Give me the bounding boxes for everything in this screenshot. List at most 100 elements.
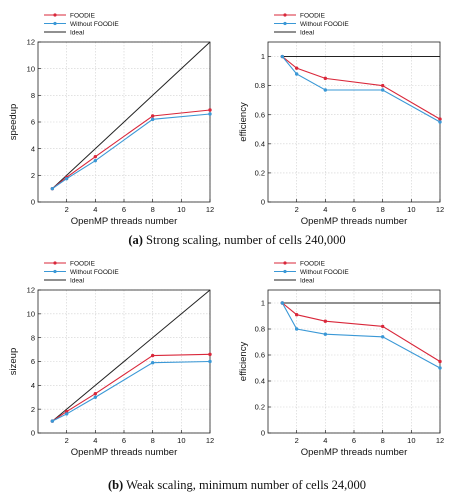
data-point-without-foodie xyxy=(93,158,98,163)
data-point-foodie xyxy=(380,83,385,88)
caption-a-label: (a) xyxy=(128,233,143,247)
x-tick-label: 6 xyxy=(122,205,126,214)
data-point-without-foodie xyxy=(64,176,69,181)
series-line-ideal xyxy=(52,289,211,422)
y-tick-label: 1 xyxy=(261,52,265,61)
x-tick-label: 6 xyxy=(122,436,126,445)
x-tick-label: 2 xyxy=(65,205,69,214)
series-line-ideal xyxy=(51,41,211,190)
y-axis-label: efficiency xyxy=(238,102,249,142)
data-point-without-foodie xyxy=(438,120,442,124)
y-tick-label: 8 xyxy=(31,91,35,100)
x-axis-label: OpenMP threads number xyxy=(301,447,408,458)
legend-label-foodie: FOODIE xyxy=(70,12,96,19)
y-tick-label: 0.2 xyxy=(255,169,265,178)
x-tick-label: 12 xyxy=(436,205,444,214)
x-tick-label: 10 xyxy=(177,205,185,214)
legend-marker-without-foodie xyxy=(53,21,57,26)
legend-marker-foodie xyxy=(283,13,287,17)
caption-a: (a) Strong scaling, number of cells 240,… xyxy=(0,233,474,248)
data-point-foodie xyxy=(438,359,442,364)
legend-label-without-foodie: Without FOODIE xyxy=(70,21,119,28)
x-tick-label: 12 xyxy=(206,205,214,214)
caption-a-text: Strong scaling, number of cells 240,000 xyxy=(142,233,346,247)
data-point-without-foodie xyxy=(64,412,69,416)
x-tick-label: 12 xyxy=(436,436,444,445)
y-tick-label: 6 xyxy=(31,357,35,366)
y-tick-label: 6 xyxy=(31,118,35,127)
legend-label-foodie: FOODIE xyxy=(300,12,326,19)
data-point-foodie xyxy=(438,117,442,121)
x-tick-label: 10 xyxy=(407,205,415,214)
y-tick-label: 2 xyxy=(31,171,35,180)
data-point-without-foodie xyxy=(380,88,385,92)
x-tick-label: 4 xyxy=(323,436,327,445)
x-tick-label: 4 xyxy=(93,436,97,445)
data-point-without-foodie xyxy=(294,72,299,76)
y-tick-label: 0 xyxy=(31,198,35,207)
data-point-without-foodie xyxy=(280,301,285,305)
y-tick-label: 0.8 xyxy=(255,325,265,334)
data-point-without-foodie xyxy=(323,332,328,336)
y-tick-label: 4 xyxy=(31,144,35,153)
data-point-without-foodie xyxy=(50,186,55,191)
y-tick-label: 1 xyxy=(261,299,265,308)
data-point-without-foodie xyxy=(438,366,442,370)
x-tick-label: 8 xyxy=(381,205,385,214)
data-point-foodie xyxy=(323,76,328,81)
legend-marker-foodie xyxy=(53,13,57,17)
data-point-foodie xyxy=(93,154,98,159)
y-tick-label: 0.6 xyxy=(255,110,265,119)
data-point-foodie xyxy=(294,313,299,317)
x-tick-label: 8 xyxy=(151,205,155,214)
legend-label-without-foodie: Without FOODIE xyxy=(70,269,119,276)
legend-label-ideal: Ideal xyxy=(300,29,315,36)
chart-b-left: 2 4 6 8 10 12 0 2 4 6 8 10 12 OpenMP threads number si… xyxy=(8,260,214,458)
data-point-foodie xyxy=(294,66,299,70)
y-tick-label: 0.4 xyxy=(255,139,265,148)
legend-label-ideal: Ideal xyxy=(70,29,85,36)
chart-b-right: 2 4 6 8 10 12 0 0.2 0.4 0.6 0.8 1 OpenMP threads num… xyxy=(238,260,444,458)
caption-b: (b) Weak scaling, minimum number of cell… xyxy=(0,478,474,493)
data-point-without-foodie xyxy=(380,335,385,339)
y-tick-label: 12 xyxy=(27,38,35,47)
legend-marker-foodie xyxy=(283,261,287,265)
data-point-foodie xyxy=(64,409,69,414)
x-tick-label: 12 xyxy=(206,436,214,445)
legend-label-foodie: FOODIE xyxy=(70,260,96,267)
legend-label-ideal: Ideal xyxy=(300,277,315,284)
x-tick-label: 10 xyxy=(407,436,415,445)
data-point-without-foodie xyxy=(93,395,98,399)
x-tick-label: 4 xyxy=(323,205,327,214)
data-point-without-foodie xyxy=(323,88,328,92)
data-point-without-foodie xyxy=(150,360,155,365)
series-line-without-foodie xyxy=(52,113,211,190)
caption-b-label: (b) xyxy=(107,478,124,492)
series-line-foodie xyxy=(281,302,441,362)
series-line-foodie xyxy=(52,353,211,422)
y-axis-label: speedup xyxy=(8,104,19,140)
legend-marker-without-foodie xyxy=(53,269,57,274)
legend-label-ideal: Ideal xyxy=(70,277,85,284)
y-tick-label: 10 xyxy=(27,309,35,318)
y-axis-label: efficiency xyxy=(238,342,249,382)
x-tick-label: 8 xyxy=(151,436,155,445)
y-tick-label: 0 xyxy=(261,198,265,207)
y-tick-label: 10 xyxy=(27,64,35,73)
legend-label-without-foodie: Without FOODIE xyxy=(300,269,349,276)
data-point-foodie xyxy=(380,324,385,329)
data-point-foodie xyxy=(208,352,212,357)
x-axis-label: OpenMP threads number xyxy=(71,216,178,227)
data-point-foodie xyxy=(150,353,155,358)
x-tick-label: 6 xyxy=(352,436,356,445)
y-tick-label: 0 xyxy=(31,429,35,438)
data-point-foodie xyxy=(150,114,155,118)
series-line-without-foodie xyxy=(281,302,441,369)
y-tick-label: 0.2 xyxy=(255,403,265,412)
chart-a-right: 2 4 6 8 10 12 0 0.2 0.4 0.6 0.8 1 OpenMP threads num… xyxy=(238,12,444,227)
